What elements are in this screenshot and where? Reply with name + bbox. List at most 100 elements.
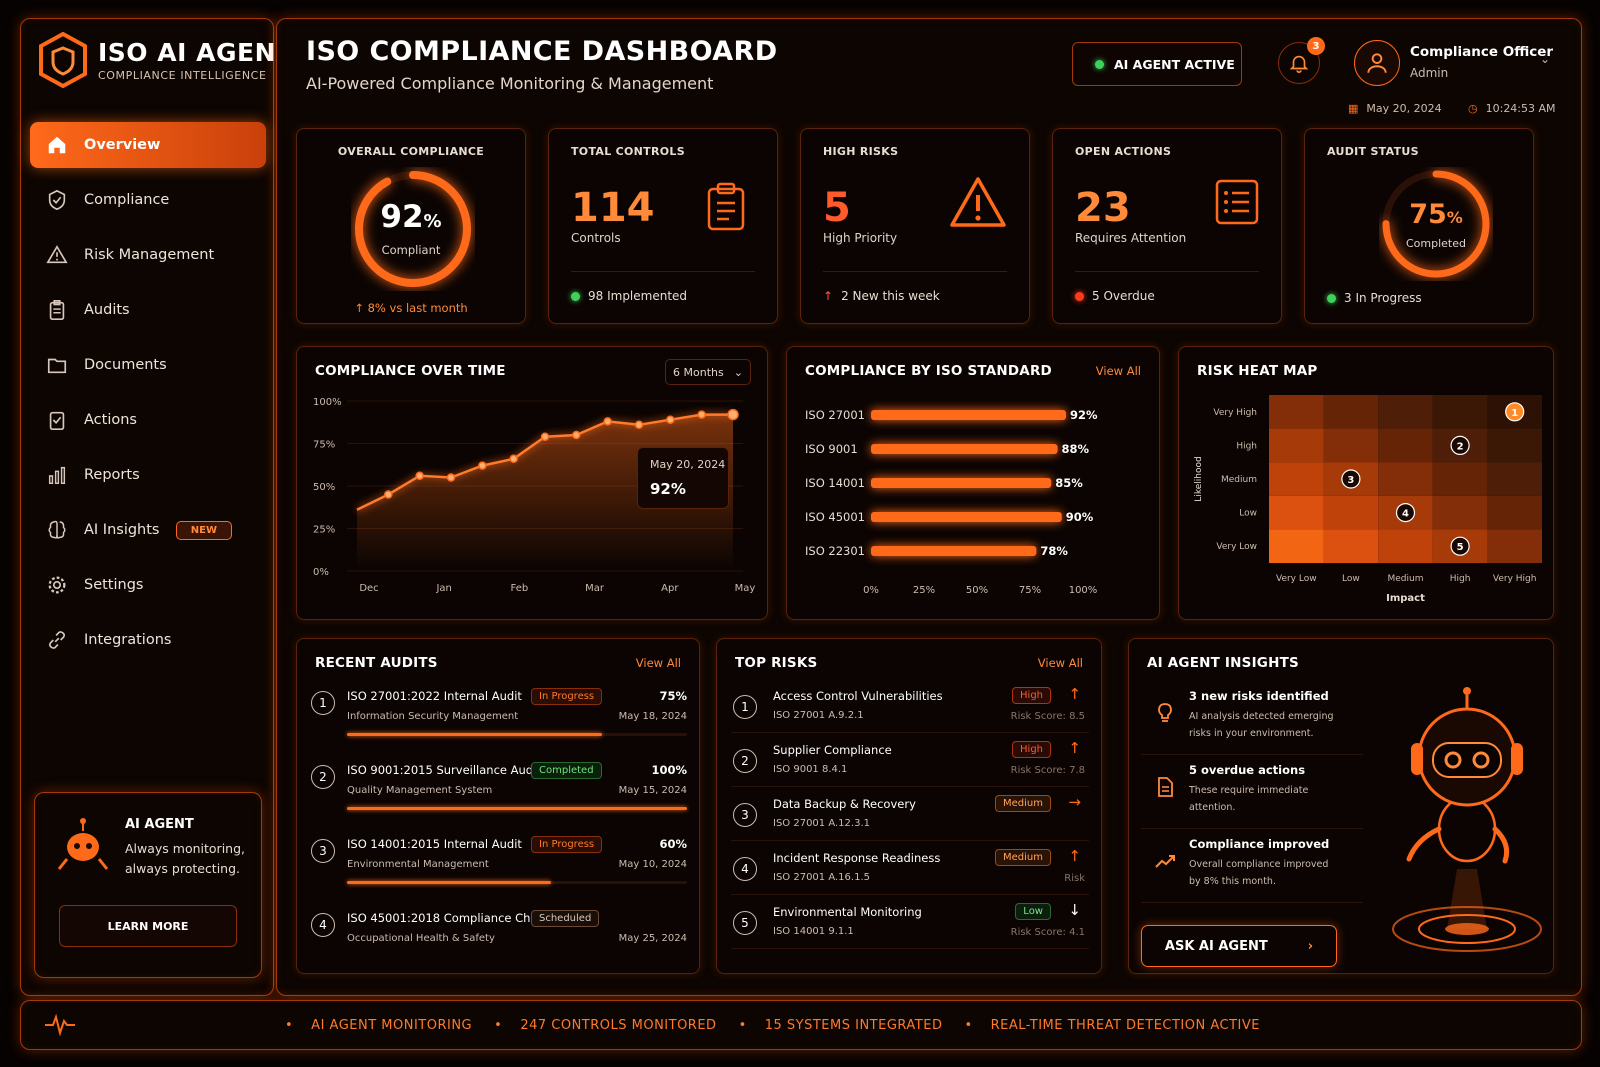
warning-icon <box>46 245 68 264</box>
agent-status-pill[interactable]: AI AGENT ACTIVE <box>1072 42 1242 86</box>
brand-logo[interactable]: ISO AI AGENT COMPLIANCE INTELLIGENCE <box>38 32 294 88</box>
view-all-link[interactable]: View All <box>1037 656 1083 670</box>
sidebar-item-settings[interactable]: Settings <box>30 562 266 608</box>
data-point[interactable] <box>509 454 518 464</box>
bar[interactable] <box>871 546 1037 556</box>
heat-cell[interactable] <box>1487 428 1542 463</box>
sidebar-item-overview[interactable]: Overview <box>30 122 266 168</box>
heat-cell[interactable] <box>1432 395 1488 429</box>
kpi-overall-compliance[interactable]: OVERALL COMPLIANCE 92% Compliant ↑ 8% vs… <box>296 128 526 324</box>
risk-marker[interactable]: 4 <box>1395 503 1416 523</box>
notifications-button[interactable]: 3 <box>1278 37 1325 84</box>
user-name[interactable]: Compliance Officer <box>1410 44 1554 60</box>
robot-hologram-icon <box>1392 687 1542 952</box>
bar[interactable] <box>871 478 1052 488</box>
kpi-open-actions[interactable]: OPEN ACTIONS 23 Requires Attention 5 Ove… <box>1052 128 1282 324</box>
data-point[interactable] <box>603 417 612 426</box>
audit-date: May 18, 2024 <box>618 711 687 722</box>
kpi-high-risks[interactable]: HIGH RISKS 5 High Priority ↑ 2 New this w… <box>800 128 1030 324</box>
data-point[interactable] <box>666 415 675 424</box>
kpi-audit-status[interactable]: AUDIT STATUS 75% Completed 3 In Progress <box>1304 128 1534 324</box>
heat-cell[interactable] <box>1323 529 1379 563</box>
x-tick-label: 25% <box>913 585 935 596</box>
heat-cell[interactable] <box>1487 462 1542 496</box>
view-all-link[interactable]: View All <box>1095 364 1141 378</box>
view-all-link[interactable]: View All <box>635 656 681 670</box>
heat-cell[interactable] <box>1269 462 1324 496</box>
x-tick-label: Very Low <box>1276 574 1317 584</box>
sidebar-item-audits[interactable]: Audits <box>30 287 266 333</box>
heat-cell[interactable] <box>1269 395 1324 429</box>
audit-row[interactable]: 1 ISO 27001:2022 Internal Audit Informatio… <box>311 683 687 753</box>
bar-chart: 0% 25% 50% 75% 100% ISO 27001 92% ISO 9001 88% IS… <box>805 408 1098 596</box>
heat-cell[interactable] <box>1432 495 1488 530</box>
x-tick-label: 50% <box>966 585 988 596</box>
data-point[interactable] <box>540 432 550 441</box>
risk-row[interactable]: 4 Incident Response Readiness ISO 27001 A.… <box>731 845 1089 895</box>
bar-value-label: 78% <box>1040 544 1068 558</box>
date-text: May 20, 2024 <box>1366 102 1442 115</box>
risk-score: Risk Score: 4.1 <box>1010 927 1085 938</box>
heat-cell[interactable] <box>1269 495 1324 530</box>
sidebar-item-label: Integrations <box>84 632 172 648</box>
heat-cell[interactable] <box>1269 428 1324 463</box>
risk-row[interactable]: 3 Data Backup & Recovery ISO 27001 A.12.3.… <box>731 791 1089 841</box>
risk-marker[interactable]: 3 <box>1341 469 1361 489</box>
home-icon <box>48 136 66 154</box>
sidebar-item-integrations[interactable]: Integrations <box>30 617 266 663</box>
insight-item[interactable]: 5 overdue actions These require immediate… <box>1141 757 1363 829</box>
overall-number: 92 <box>380 199 424 235</box>
risk-row[interactable]: 1 Access Control Vulnerabilities ISO 27001… <box>731 683 1089 733</box>
kpi-total-controls[interactable]: TOTAL CONTROLS 114 Controls 98 Implement… <box>548 128 778 324</box>
sidebar-item-risk-management[interactable]: Risk Management <box>30 232 266 278</box>
data-point[interactable] <box>697 410 706 419</box>
category-label: ISO 9001 <box>805 442 858 456</box>
heat-cell[interactable] <box>1269 529 1324 563</box>
bar[interactable] <box>871 444 1058 454</box>
audit-row[interactable]: 3 ISO 14001:2015 Internal Audit Environmen… <box>311 831 687 901</box>
data-point[interactable] <box>478 461 487 470</box>
sidebar-item-documents[interactable]: Documents <box>30 342 266 388</box>
heat-cell[interactable] <box>1323 495 1379 530</box>
sidebar-item-compliance[interactable]: Compliance <box>30 177 266 223</box>
risk-row[interactable]: 5 Environmental Monitoring ISO 14001 9.1.1… <box>731 899 1089 949</box>
risk-name: Incident Response Readiness <box>773 851 941 865</box>
insight-item[interactable]: Compliance improved Overall compliance im… <box>1141 831 1363 903</box>
audit-row[interactable]: 4 ISO 45001:2018 Compliance Check Occupati… <box>311 905 687 975</box>
heat-cell[interactable] <box>1378 428 1433 463</box>
range-select[interactable]: 6 Months ⌄ <box>665 359 751 385</box>
sidebar-item-ai-insights[interactable]: AI Insights NEW <box>30 507 266 553</box>
data-point[interactable] <box>727 408 739 421</box>
data-point[interactable] <box>634 420 644 430</box>
heat-cell[interactable] <box>1432 462 1488 496</box>
sidebar-item-reports[interactable]: Reports <box>30 452 266 498</box>
insight-item[interactable]: 3 new risks identified AI analysis detect… <box>1141 683 1363 755</box>
chevron-down-icon[interactable]: ⌄ <box>1540 52 1551 66</box>
risk-marker[interactable]: 2 <box>1450 435 1470 456</box>
bar[interactable] <box>871 512 1062 522</box>
category-label: ISO 27001 <box>805 408 865 422</box>
risk-marker[interactable]: 1 <box>1505 402 1525 422</box>
bar[interactable] <box>871 410 1067 420</box>
ask-ai-agent-button[interactable]: ASK AI AGENT › <box>1141 925 1337 967</box>
heat-cell[interactable] <box>1378 529 1433 563</box>
risk-marker[interactable]: 5 <box>1450 536 1470 556</box>
heat-cell[interactable] <box>1323 428 1379 463</box>
data-point[interactable] <box>446 473 456 482</box>
learn-more-button[interactable]: LEARN MORE <box>59 905 237 947</box>
avatar[interactable] <box>1354 40 1400 86</box>
risk-row[interactable]: 2 Supplier Compliance ISO 9001 8.4.1 High ↑ R… <box>731 737 1089 787</box>
data-point[interactable] <box>415 471 424 481</box>
heat-cell[interactable] <box>1487 495 1542 530</box>
data-point[interactable] <box>384 490 393 499</box>
agent-card-title: AI AGENT <box>125 817 194 832</box>
audit-percent: 100% <box>651 763 687 777</box>
audit-row[interactable]: 2 ISO 9001:2015 Surveillance Audit Quality… <box>311 757 687 827</box>
data-point[interactable] <box>572 430 581 440</box>
heat-cell[interactable] <box>1487 529 1542 563</box>
heat-cell[interactable] <box>1378 395 1433 429</box>
risks-value: 5 <box>823 185 851 231</box>
heat-cell[interactable] <box>1378 462 1433 496</box>
heat-cell[interactable] <box>1323 395 1379 429</box>
sidebar-item-actions[interactable]: Actions <box>30 397 266 443</box>
